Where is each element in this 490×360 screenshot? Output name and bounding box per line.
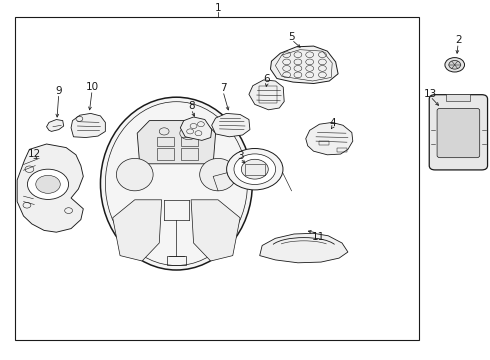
Bar — [245, 164, 265, 175]
Ellipse shape — [234, 154, 275, 184]
Polygon shape — [306, 122, 353, 155]
Text: 2: 2 — [455, 35, 462, 45]
Polygon shape — [212, 113, 250, 137]
Text: 7: 7 — [220, 83, 226, 93]
Text: 13: 13 — [423, 89, 437, 99]
Bar — [157, 137, 174, 146]
Polygon shape — [47, 120, 64, 131]
Text: 9: 9 — [55, 86, 62, 96]
Text: 5: 5 — [288, 32, 295, 42]
Text: 6: 6 — [264, 74, 270, 84]
Ellipse shape — [200, 158, 237, 191]
Text: 3: 3 — [237, 150, 244, 161]
Text: 1: 1 — [215, 3, 221, 13]
Ellipse shape — [100, 97, 252, 270]
Text: 10: 10 — [86, 82, 98, 92]
Circle shape — [449, 60, 461, 69]
Circle shape — [445, 58, 465, 72]
Polygon shape — [17, 144, 83, 232]
Bar — [259, 86, 277, 103]
Polygon shape — [270, 46, 338, 84]
Polygon shape — [260, 233, 348, 263]
Polygon shape — [137, 121, 216, 164]
Bar — [167, 256, 186, 265]
Polygon shape — [180, 117, 212, 140]
Circle shape — [27, 169, 69, 199]
Polygon shape — [249, 80, 284, 110]
Ellipse shape — [116, 158, 153, 191]
Bar — [15, 17, 419, 340]
Bar — [337, 148, 347, 152]
FancyBboxPatch shape — [437, 108, 480, 158]
Text: 4: 4 — [330, 118, 337, 128]
Polygon shape — [71, 113, 105, 138]
Bar — [181, 148, 198, 160]
Ellipse shape — [105, 102, 247, 266]
Ellipse shape — [226, 148, 283, 190]
Bar — [446, 94, 470, 101]
Text: 8: 8 — [188, 101, 195, 111]
Polygon shape — [113, 200, 162, 261]
Text: 11: 11 — [312, 231, 325, 242]
Ellipse shape — [242, 159, 269, 179]
Bar — [157, 148, 174, 160]
FancyBboxPatch shape — [429, 95, 488, 170]
Polygon shape — [191, 200, 240, 261]
Circle shape — [36, 175, 60, 193]
Bar — [319, 141, 329, 145]
Bar — [181, 137, 198, 146]
Text: 12: 12 — [27, 149, 41, 159]
